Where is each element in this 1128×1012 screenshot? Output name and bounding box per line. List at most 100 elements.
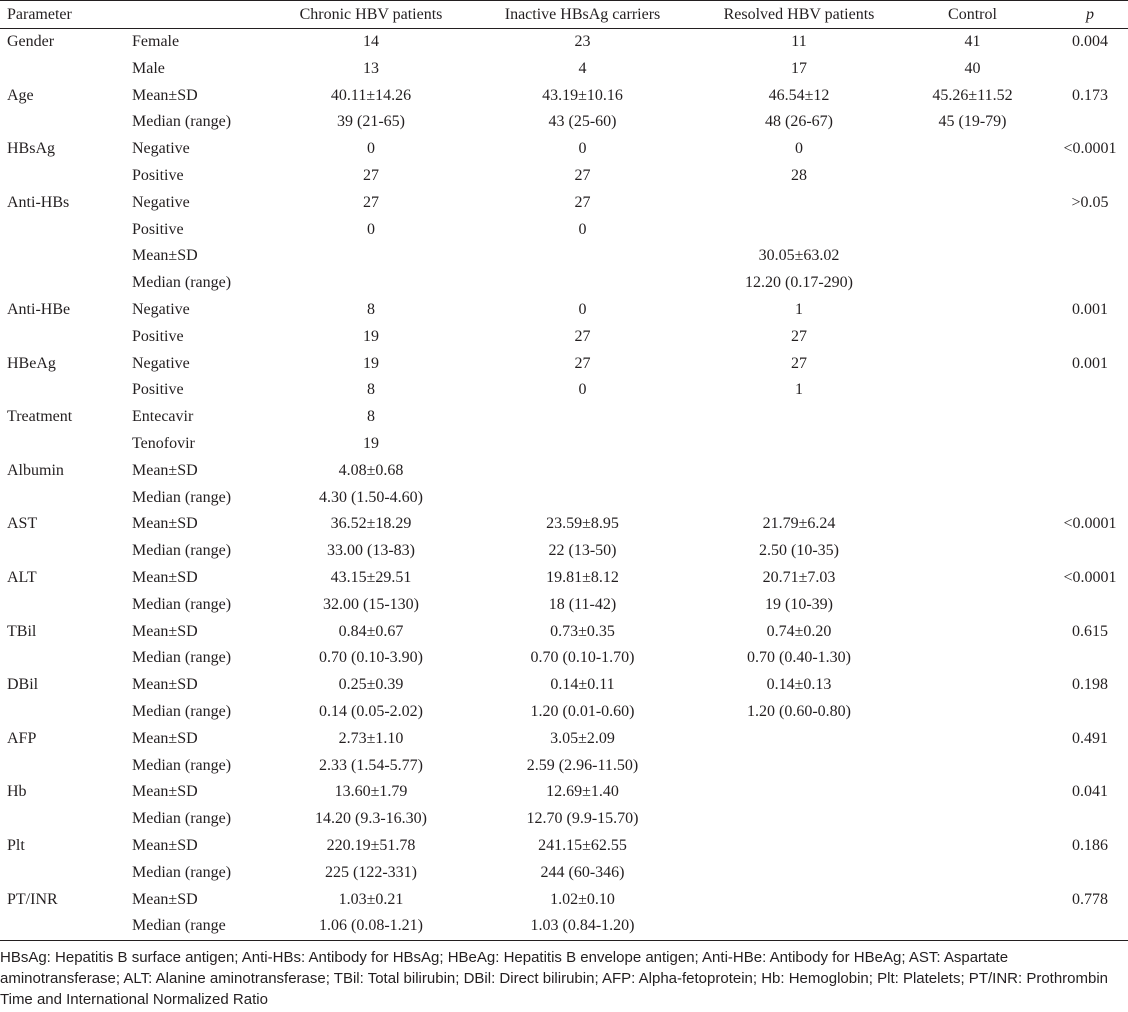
cell-parameter: [0, 377, 124, 404]
cell-control: [915, 887, 1030, 914]
cell-p-value: [1030, 645, 1128, 672]
cell-resolved: [683, 726, 915, 753]
header-resolved: Resolved HBV patients: [683, 0, 915, 29]
cell-control: [915, 458, 1030, 485]
cell-chronic: 8: [367, 300, 375, 318]
table-row: PT/INR Mean±SD 1.03±0.21 1.02±0.10 0.778: [0, 887, 1128, 914]
table-row: ALT Mean±SD 43.15±29.51 19.81±8.12 20.71±7.0…: [0, 565, 1128, 592]
cell-resolved: 12.20 (0.17-290): [745, 274, 853, 292]
cell-control: [915, 565, 1030, 592]
cell-chronic: 14: [363, 33, 379, 50]
cell-inactive: 0: [578, 381, 587, 399]
cell-resolved: 17: [791, 59, 807, 77]
cell-parameter: [0, 913, 124, 942]
table-row: HBeAg Negative 19 27 27 0.001: [0, 351, 1128, 378]
cell-control: [915, 511, 1030, 538]
cell-inactive: 22 (13-50): [548, 542, 617, 560]
cell-parameter: AFP: [7, 729, 37, 747]
cell-inactive: 0.73±0.35: [550, 622, 615, 640]
cell-parameter: Hb: [7, 783, 27, 801]
cell-control: [915, 753, 1030, 780]
cell-control: [915, 485, 1030, 512]
cell-control: [915, 163, 1030, 190]
cell-p-value: 0.198: [1072, 676, 1108, 694]
table-row: Median (range) 0.14 (0.05-2.02) 1.20 (0.01…: [0, 699, 1128, 726]
cell-p-value: [1030, 699, 1128, 726]
cell-chronic: 0.84±0.67: [338, 622, 404, 640]
cell-inactive: 12.69±1.40: [546, 783, 619, 801]
cell-parameter: Anti-HBs: [7, 193, 70, 211]
cell-chronic: 32.00 (15-130): [323, 595, 419, 613]
cell-resolved: [683, 887, 915, 914]
cell-subparameter: Mean±SD: [132, 461, 198, 479]
cell-control: [915, 431, 1030, 458]
cell-chronic: [260, 243, 482, 270]
cell-parameter: Albumin: [7, 461, 64, 479]
cell-control: [915, 190, 1030, 217]
table-row: Gender Female 14 23 11 41 0.004: [0, 29, 1128, 56]
cell-resolved: 27: [791, 354, 807, 372]
cell-resolved: 46.54±12: [768, 86, 830, 104]
cell-p-value: <0.0001: [1063, 568, 1117, 586]
cell-chronic: 0.70 (0.10-3.90): [319, 649, 423, 667]
cell-control: [915, 324, 1030, 351]
table-row: HBsAg Negative 0 0 0 <0.0001: [0, 136, 1128, 163]
cell-control: [915, 243, 1030, 270]
cell-p-value: [1030, 270, 1128, 297]
cell-resolved: [683, 404, 915, 431]
cell-subparameter: Median (range): [132, 702, 232, 720]
cell-inactive: 19.81±8.12: [546, 568, 619, 586]
cell-chronic: 0: [367, 140, 375, 158]
cell-subparameter: Negative: [132, 140, 190, 158]
cell-inactive: 27: [574, 327, 591, 345]
cell-parameter: ALT: [7, 568, 37, 586]
cell-subparameter: Tenofovir: [132, 434, 195, 452]
cell-inactive: [482, 431, 683, 458]
cell-resolved: [683, 217, 915, 244]
table-row: AST Mean±SD 36.52±18.29 23.59±8.95 21.79±6.2…: [0, 511, 1128, 538]
cell-subparameter: Positive: [132, 220, 184, 238]
cell-p-value: [1030, 753, 1128, 780]
cell-p-value: >0.05: [1071, 193, 1109, 211]
cell-p-value: [1030, 163, 1128, 190]
cell-subparameter: Median (range): [132, 649, 232, 667]
table-row: DBil Mean±SD 0.25±0.39 0.14±0.11 0.14±0.13 0.…: [0, 672, 1128, 699]
cell-chronic: 225 (122-331): [325, 863, 417, 881]
cell-chronic: [260, 270, 482, 297]
cell-p-value: <0.0001: [1063, 140, 1117, 158]
cell-parameter: [0, 860, 124, 887]
cell-subparameter: Median (range): [132, 542, 232, 560]
cell-p-value: [1030, 377, 1128, 404]
cell-inactive: [482, 404, 683, 431]
cell-chronic: 220.19±51.78: [326, 836, 416, 854]
cell-resolved: 0.74±0.20: [766, 622, 832, 640]
cell-inactive: 0: [578, 300, 587, 318]
cell-subparameter: Mean±SD: [132, 622, 198, 640]
cell-control: 41: [964, 33, 981, 50]
cell-parameter: Age: [7, 86, 34, 104]
cell-resolved: 21.79±6.24: [762, 515, 836, 533]
cell-subparameter: Mean±SD: [132, 890, 198, 908]
cell-subparameter: Median (range): [132, 274, 232, 292]
cell-chronic: 0.14 (0.05-2.02): [319, 702, 423, 720]
cell-p-value: 0.001: [1072, 354, 1108, 372]
cell-inactive: [482, 485, 683, 512]
cell-subparameter: Mean±SD: [132, 515, 198, 533]
cell-p-value: 0.004: [1072, 33, 1108, 50]
table-row: Positive 19 27 27: [0, 324, 1128, 351]
cell-control: [915, 672, 1030, 699]
cell-p-value: [1030, 860, 1128, 887]
cell-p-value: [1030, 458, 1128, 485]
cell-inactive: 241.15±62.55: [538, 836, 627, 854]
cell-subparameter: Mean±SD: [132, 86, 198, 104]
cell-inactive: 23.59±8.95: [546, 515, 619, 533]
cell-chronic: 1.06 (0.08-1.21): [260, 913, 482, 942]
cell-parameter: Anti-HBe: [7, 300, 71, 318]
table-footnote: HBsAg: Hepatitis B surface antigen; Anti…: [0, 949, 1109, 1008]
cell-parameter: Gender: [7, 33, 55, 50]
cell-parameter: DBil: [7, 676, 39, 694]
table-row: Median (range) 2.33 (1.54-5.77) 2.59 (2.96…: [0, 753, 1128, 780]
cell-parameter: Treatment: [7, 408, 73, 426]
cell-chronic: 36.52±18.29: [330, 515, 412, 533]
cell-subparameter: Mean±SD: [132, 729, 198, 747]
